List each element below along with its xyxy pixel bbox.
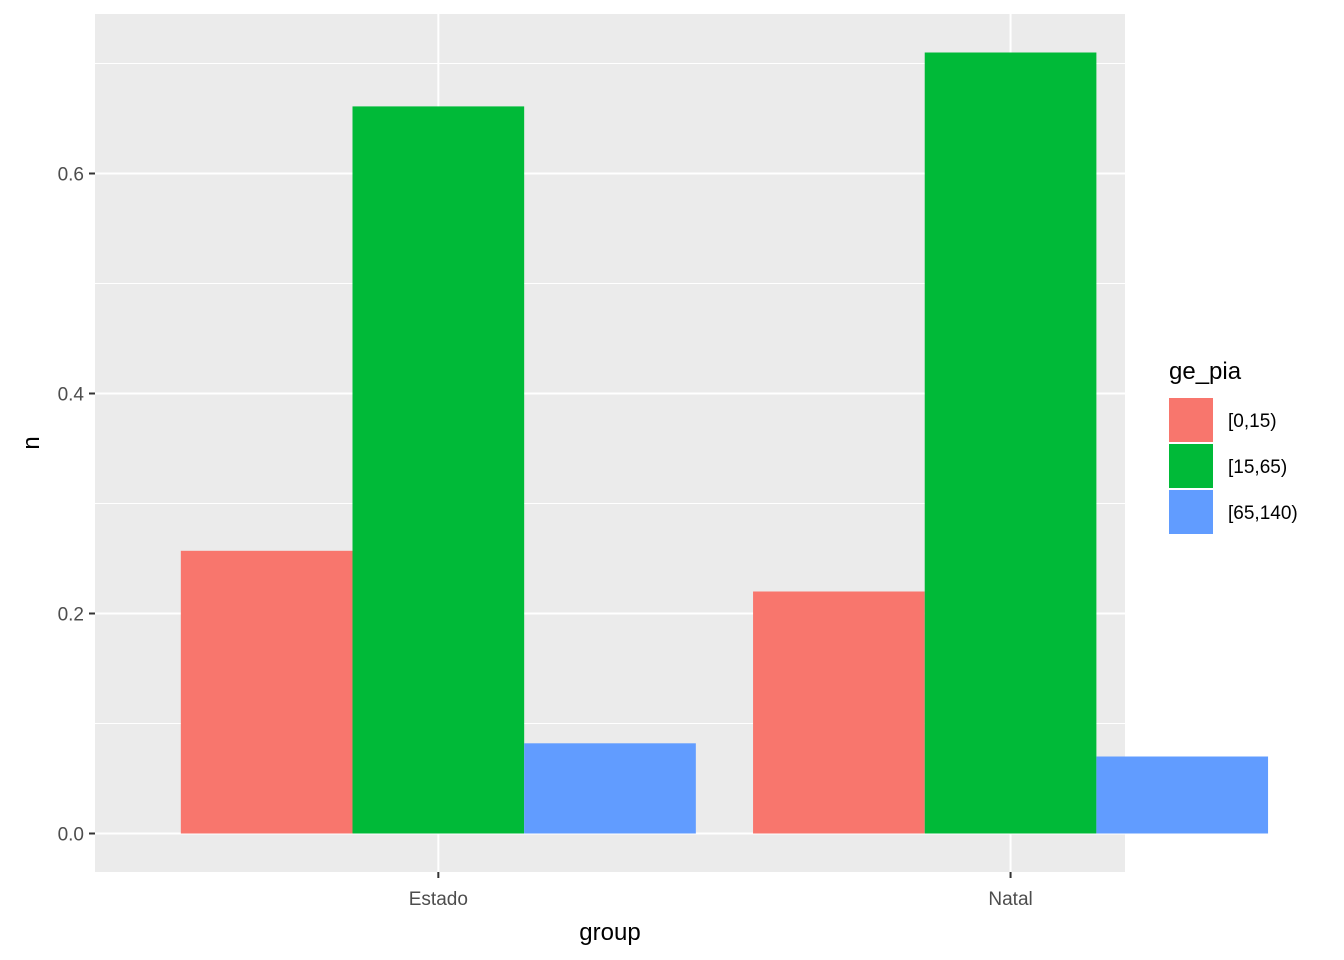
legend-title: ge_pia bbox=[1169, 358, 1242, 385]
legend-swatch-1 bbox=[1169, 398, 1213, 442]
x-tick-label: Natal bbox=[988, 889, 1032, 910]
legend-label-1: [0,15) bbox=[1228, 411, 1277, 432]
legend-label-2: [15,65) bbox=[1228, 457, 1287, 478]
y-tick-label: 0.2 bbox=[58, 605, 84, 626]
bar-estado-series-3 bbox=[524, 743, 696, 834]
y-tick-label: 0.0 bbox=[58, 825, 84, 846]
x-axis-title: group bbox=[579, 919, 640, 946]
bar-estado-series-2 bbox=[352, 106, 525, 834]
legend-swatch-3 bbox=[1169, 490, 1213, 534]
y-axis-title: n bbox=[18, 436, 45, 449]
legend: ge_pia [0,15) [15,65) [65,140) bbox=[1169, 358, 1298, 534]
y-tick-label: 0.4 bbox=[58, 385, 85, 406]
y-axis: 0.0 0.2 0.4 0.6 bbox=[58, 165, 95, 846]
legend-items: [0,15) [15,65) [65,140) bbox=[1169, 398, 1298, 534]
bar-natal-series-3 bbox=[1096, 756, 1269, 834]
bar-estado-series-1 bbox=[180, 550, 353, 834]
bar-natal-series-2 bbox=[924, 52, 1097, 834]
bar-natal-series-1 bbox=[753, 591, 925, 834]
legend-label-3: [65,140) bbox=[1228, 503, 1298, 524]
y-tick-label: 0.6 bbox=[58, 165, 84, 186]
legend-swatch-2 bbox=[1169, 444, 1213, 488]
x-axis: Estado Natal bbox=[409, 872, 1033, 910]
x-tick-label: Estado bbox=[409, 889, 468, 910]
bars bbox=[180, 52, 1269, 834]
